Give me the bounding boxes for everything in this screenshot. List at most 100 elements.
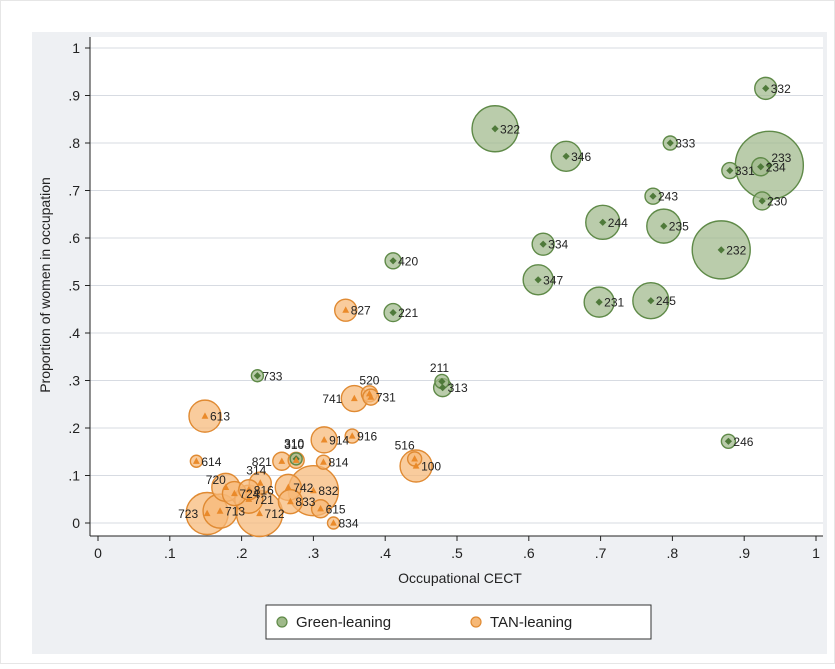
point-label-821: 821 <box>252 455 272 469</box>
marker-333 <box>666 139 674 147</box>
y-tick-label: .5 <box>68 278 80 294</box>
marker-313 <box>439 384 447 392</box>
point-label-333: 333 <box>675 137 695 151</box>
marker-916 <box>348 432 356 439</box>
legend-box <box>265 604 652 640</box>
point-label-334: 334 <box>548 238 568 252</box>
point-label-720: 720 <box>206 473 226 487</box>
marker-613 <box>201 412 209 419</box>
marker-712 <box>256 509 263 517</box>
x-axis-title: Occupational CECT <box>398 570 522 586</box>
point-label-331: 331 <box>735 164 755 178</box>
point-label-724: 724 <box>239 487 259 501</box>
point-label-233: 233 <box>771 151 791 165</box>
point-label-235: 235 <box>669 220 689 234</box>
x-tick-label: .2 <box>236 545 248 561</box>
x-tick-label: .5 <box>451 545 463 561</box>
marker-233 <box>765 161 773 169</box>
point-label-834: 834 <box>339 517 359 531</box>
point-label-245: 245 <box>656 294 676 308</box>
x-tick-label: .1 <box>164 545 176 561</box>
legend-items: Green-leaning TAN-leaning <box>276 614 572 631</box>
marker-211 <box>438 377 446 386</box>
y-tick-label: .7 <box>68 183 80 199</box>
marker-221 <box>389 308 397 317</box>
point-label-244: 244 <box>608 216 628 230</box>
point-label-615: 615 <box>326 502 346 516</box>
point-label-310: 310 <box>284 436 304 450</box>
x-tick-label: 0 <box>94 545 102 561</box>
marker-821 <box>278 457 286 464</box>
marker-245 <box>647 297 655 305</box>
marker-723 <box>203 509 211 517</box>
x-tick-label: 1 <box>812 545 820 561</box>
point-label-833: 833 <box>295 495 315 509</box>
y-tick-label: .4 <box>68 325 80 341</box>
marker-832 <box>310 486 317 494</box>
point-label-741: 741 <box>322 392 342 406</box>
marker-235 <box>660 222 668 230</box>
point-label-614: 614 <box>201 455 221 469</box>
point-label-314: 314 <box>246 464 266 478</box>
point-label-731: 731 <box>376 391 396 405</box>
legend: Green-leaning TAN-leaning <box>265 604 652 640</box>
point-label-420: 420 <box>398 254 418 268</box>
point-label-346: 346 <box>571 150 591 164</box>
point-label-243: 243 <box>658 190 678 204</box>
point-label-832: 832 <box>318 484 338 498</box>
point-label-713: 713 <box>225 505 245 519</box>
y-tick-label: 1 <box>72 40 80 56</box>
y-axis-title: Proportion of women in occupation <box>37 177 53 393</box>
point-label-313: 313 <box>448 381 468 395</box>
y-tick-label: .3 <box>68 373 80 389</box>
point-label-613: 613 <box>210 410 230 424</box>
point-label-712: 712 <box>265 507 285 521</box>
point-label-827: 827 <box>351 304 371 318</box>
point-label-520: 520 <box>359 373 379 387</box>
y-tick-label: .9 <box>68 88 80 104</box>
y-axis: 0 .1 .2 .3 .4 .5 .6 .7 .8 .9 1 <box>68 37 91 536</box>
marker-741 <box>350 394 358 402</box>
legend-label-green: Green-leaning <box>296 614 391 631</box>
marker-814 <box>320 458 327 465</box>
point-label-723: 723 <box>178 507 198 521</box>
marker-346 <box>562 152 570 160</box>
markers-layer <box>192 84 773 526</box>
point-label-231: 231 <box>604 296 624 310</box>
point-label-347: 347 <box>543 273 563 287</box>
point-label-742: 742 <box>293 481 313 495</box>
legend-label-tan: TAN-leaning <box>490 614 572 631</box>
point-label-916: 916 <box>357 430 377 444</box>
marker-724 <box>231 489 238 497</box>
marker-332 <box>762 84 770 92</box>
y-tick-label: 0 <box>72 515 80 531</box>
x-tick-label: .3 <box>308 545 320 561</box>
marker-244 <box>599 218 607 226</box>
marker-322 <box>491 125 499 133</box>
x-tick-label: .4 <box>379 545 391 561</box>
marker-314 <box>256 479 264 486</box>
marker-713 <box>216 507 224 514</box>
point-label-721: 721 <box>254 493 274 507</box>
point-label-211: 211 <box>430 361 449 375</box>
x-axis: 0 .1 .2 .3 .4 .5 .6 .7 .8 .9 1 <box>90 535 823 561</box>
marker-334 <box>539 240 547 248</box>
marker-310 <box>292 456 300 463</box>
point-label-100: 100 <box>421 460 441 474</box>
y-tick-label: .1 <box>68 468 80 484</box>
marker-231 <box>595 298 603 306</box>
marker-720 <box>222 483 230 490</box>
marker-731 <box>367 393 375 400</box>
marker-347 <box>534 276 542 284</box>
marker-833 <box>287 497 294 505</box>
point-label-816: 816 <box>254 483 274 497</box>
point-label-733: 733 <box>262 369 282 383</box>
marker-914 <box>320 436 328 443</box>
y-tick-label: .2 <box>68 420 80 436</box>
marker-230 <box>758 197 766 205</box>
marker-615 <box>317 504 324 512</box>
marker-834 <box>330 519 337 526</box>
